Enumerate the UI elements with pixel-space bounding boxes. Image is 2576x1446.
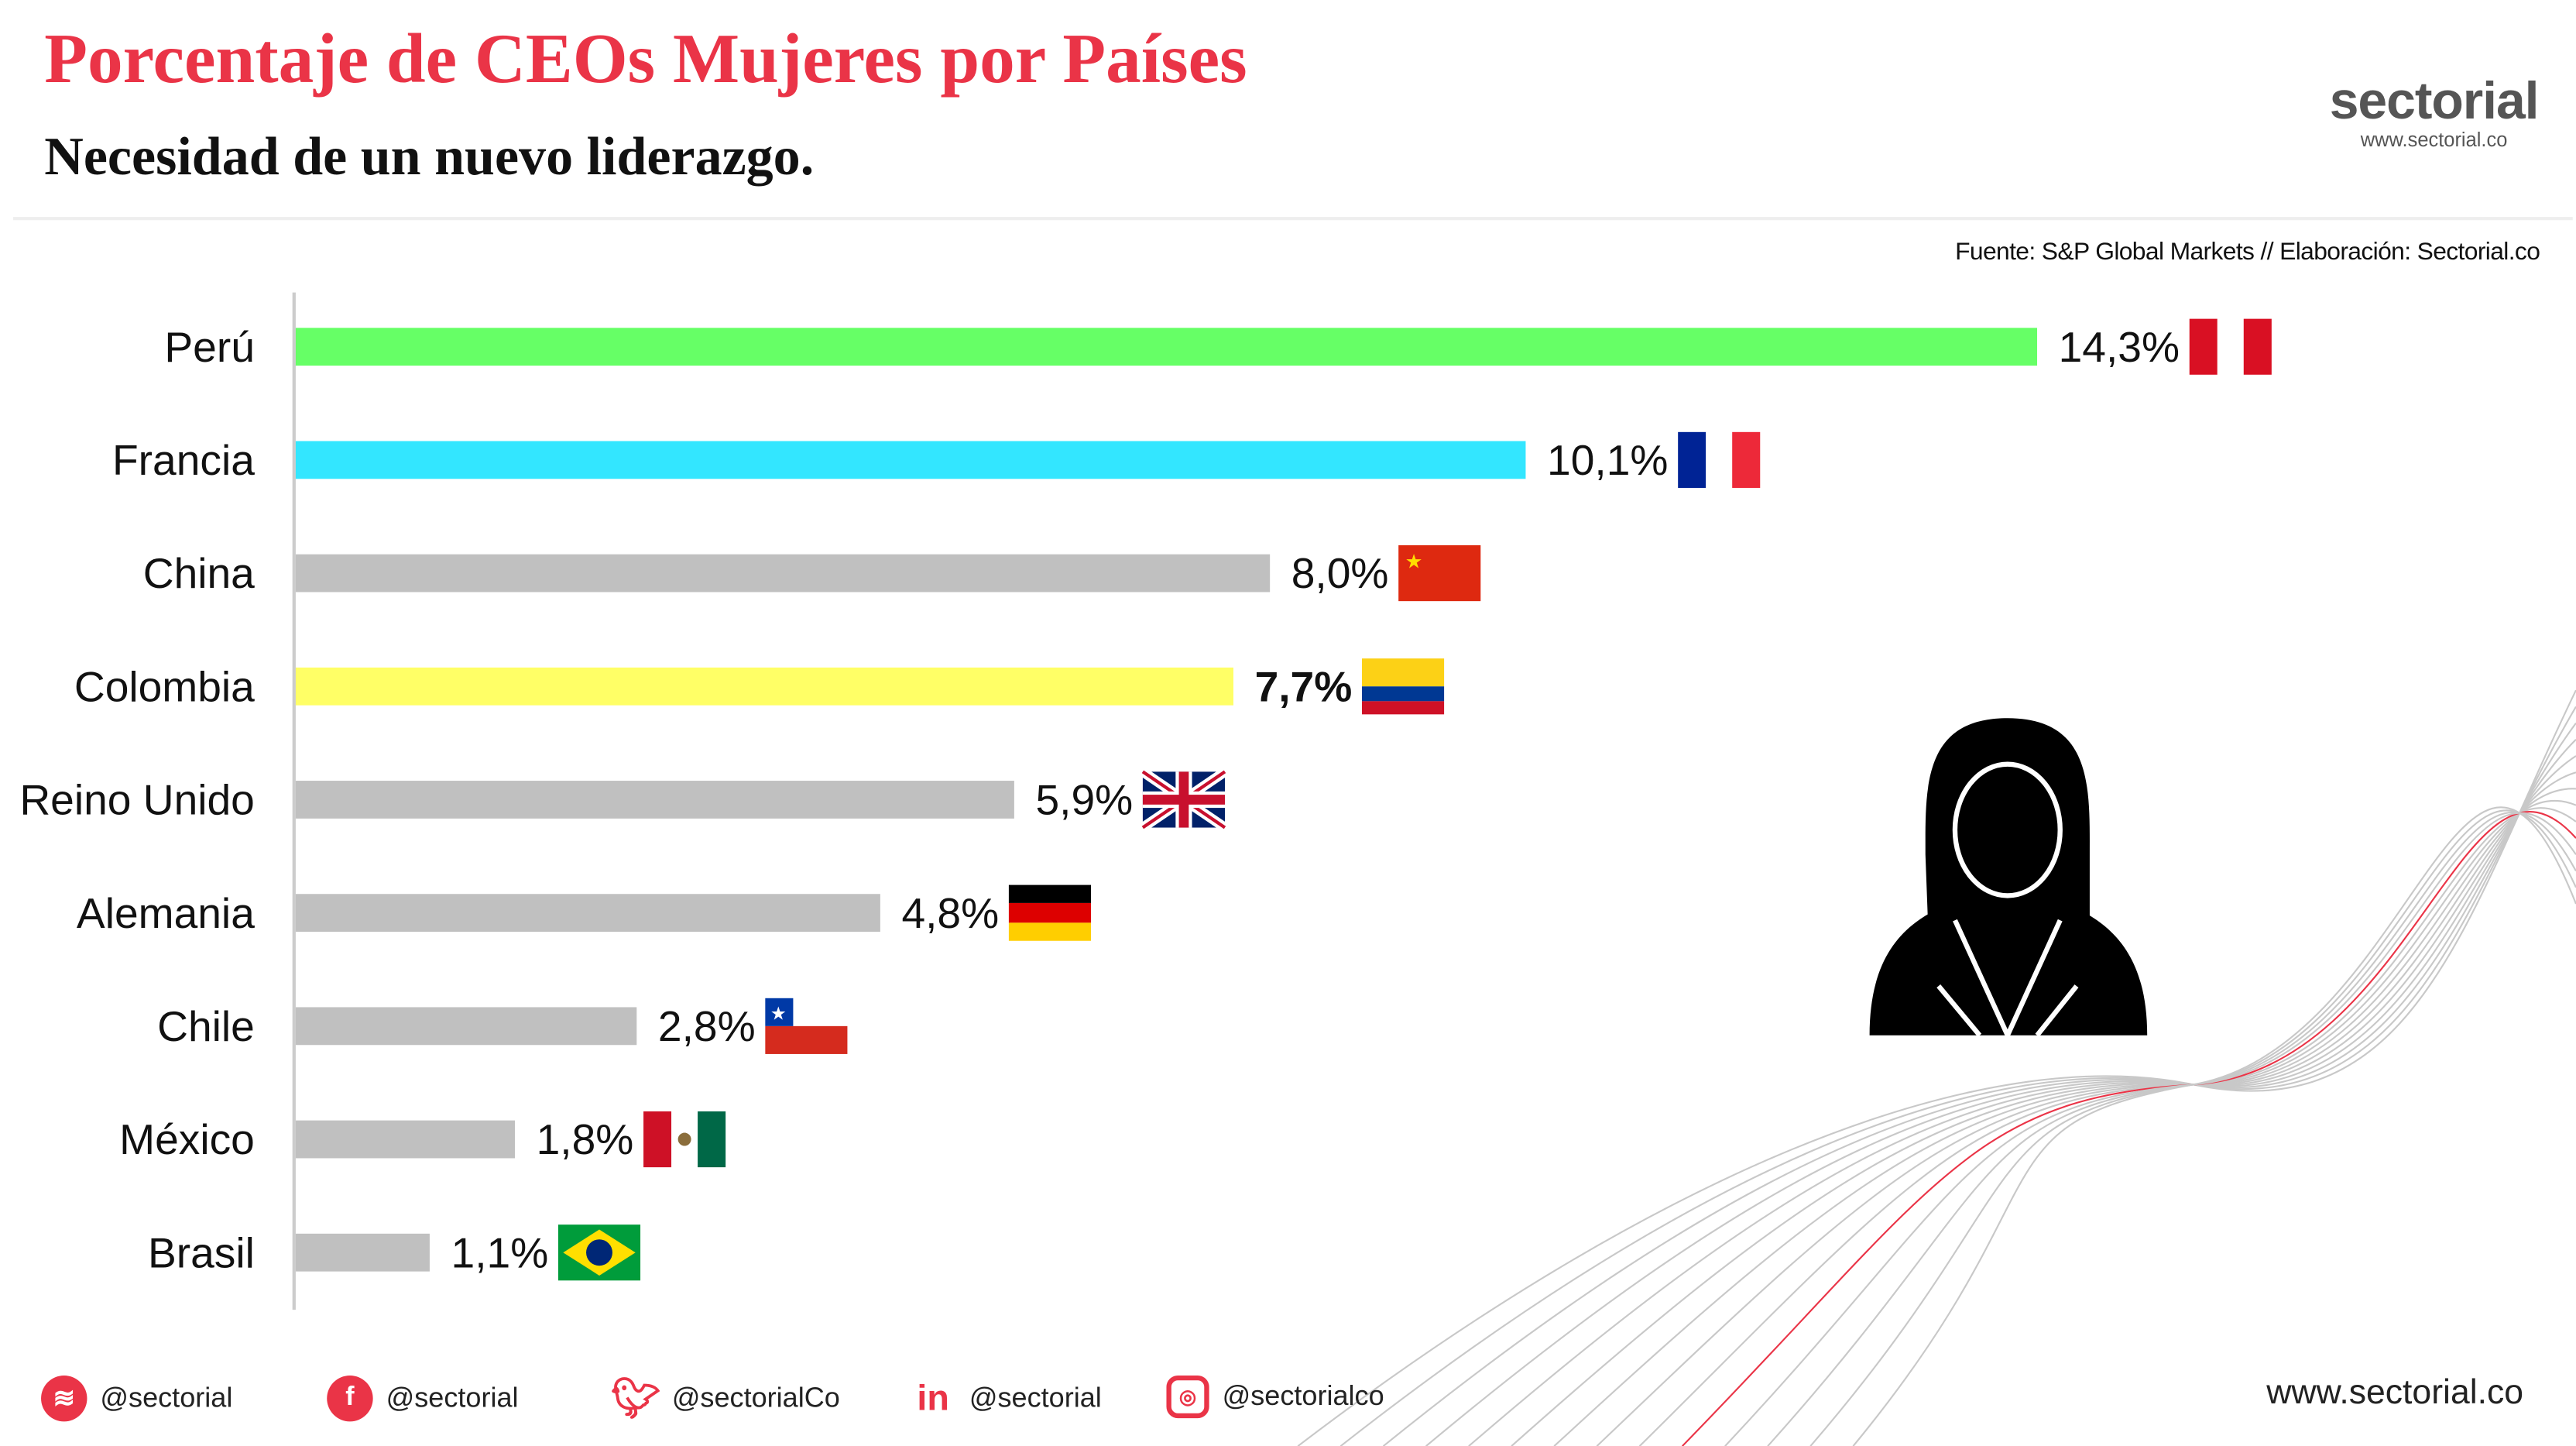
- china-flag-icon: ★: [1398, 545, 1481, 602]
- category-label: Francia: [112, 436, 255, 484]
- svg-text:★: ★: [1405, 551, 1423, 573]
- value-label: 4,8%: [901, 889, 999, 937]
- germany-flag-icon: [1008, 884, 1091, 941]
- footer-linkedin[interactable]: in @sectorial: [910, 1376, 1101, 1421]
- website-link[interactable]: www.sectorial.co: [2266, 1373, 2524, 1412]
- bar: [295, 441, 1526, 479]
- bar: [295, 667, 1233, 706]
- category-label: México: [119, 1115, 255, 1163]
- source-note: Fuente: S&P Global Markets // Elaboració…: [1955, 238, 2540, 266]
- value-label: 1,1%: [451, 1228, 549, 1276]
- bar: [295, 554, 1271, 592]
- handle: @sectorial: [100, 1382, 233, 1413]
- handle: @sectorial: [969, 1382, 1102, 1413]
- value-label: 1,8%: [537, 1115, 634, 1163]
- bar: [295, 1233, 430, 1272]
- handle: @sectorialco: [1222, 1380, 1384, 1412]
- category-label: Colombia: [74, 662, 255, 710]
- value-label: 8,0%: [1291, 549, 1389, 597]
- category-label: Reino Unido: [19, 776, 255, 824]
- svg-text:★: ★: [770, 1003, 787, 1023]
- value-label: 5,9%: [1035, 776, 1133, 824]
- bar: [295, 328, 2038, 366]
- category-label: China: [143, 549, 255, 597]
- value-label: 2,8%: [658, 1002, 756, 1050]
- decorative-curves: [1297, 689, 2576, 1446]
- logo-name: sectorial: [2329, 70, 2540, 130]
- bar: [295, 781, 1014, 819]
- brazil-flag-icon: [557, 1224, 641, 1281]
- bar: [295, 1120, 516, 1159]
- chile-flag-icon: ★: [765, 998, 848, 1054]
- category-label: Perú: [164, 323, 255, 371]
- category-label: Alemania: [77, 889, 255, 937]
- facebook-icon: f: [327, 1375, 373, 1422]
- peru-flag-icon: [2189, 318, 2272, 375]
- handle: @sectorial: [386, 1382, 519, 1413]
- footer-twitter[interactable]: 🐦︎ @sectorialCo: [610, 1376, 840, 1421]
- footer-spotify[interactable]: ≋ @sectorial: [41, 1375, 233, 1422]
- france-flag-icon: [1678, 431, 1761, 488]
- mexico-flag-icon: [643, 1111, 726, 1168]
- instagram-icon: ◎: [1166, 1375, 1209, 1419]
- page-subtitle: Necesidad de un nuevo liderazgo.: [44, 128, 815, 187]
- logo: sectorial www.sectorial.co: [2329, 70, 2540, 152]
- colombia-flag-icon: [1362, 658, 1445, 715]
- linkedin-icon: in: [917, 1377, 949, 1419]
- footer-facebook[interactable]: f @sectorial: [327, 1375, 519, 1422]
- spotify-icon: ≋: [41, 1375, 87, 1422]
- logo-url: www.sectorial.co: [2360, 128, 2508, 152]
- category-label: Chile: [157, 1002, 255, 1050]
- footer-instagram[interactable]: ◎ @sectorialco: [1166, 1375, 1384, 1419]
- value-label: 10,1%: [1547, 436, 1668, 484]
- bar: [295, 894, 880, 933]
- value-label: 14,3%: [2059, 323, 2180, 371]
- value-label: 7,7%: [1255, 662, 1353, 710]
- businesswoman-icon: [1869, 718, 2148, 1042]
- handle: @sectorialCo: [671, 1382, 840, 1413]
- bar: [295, 1007, 637, 1046]
- page-title: Porcentaje de CEOs Mujeres por Países: [44, 21, 1247, 99]
- category-label: Brasil: [148, 1228, 255, 1276]
- twitter-icon: 🐦︎: [610, 1376, 661, 1421]
- uk-flag-icon: [1140, 768, 1228, 832]
- divider: [12, 217, 2573, 221]
